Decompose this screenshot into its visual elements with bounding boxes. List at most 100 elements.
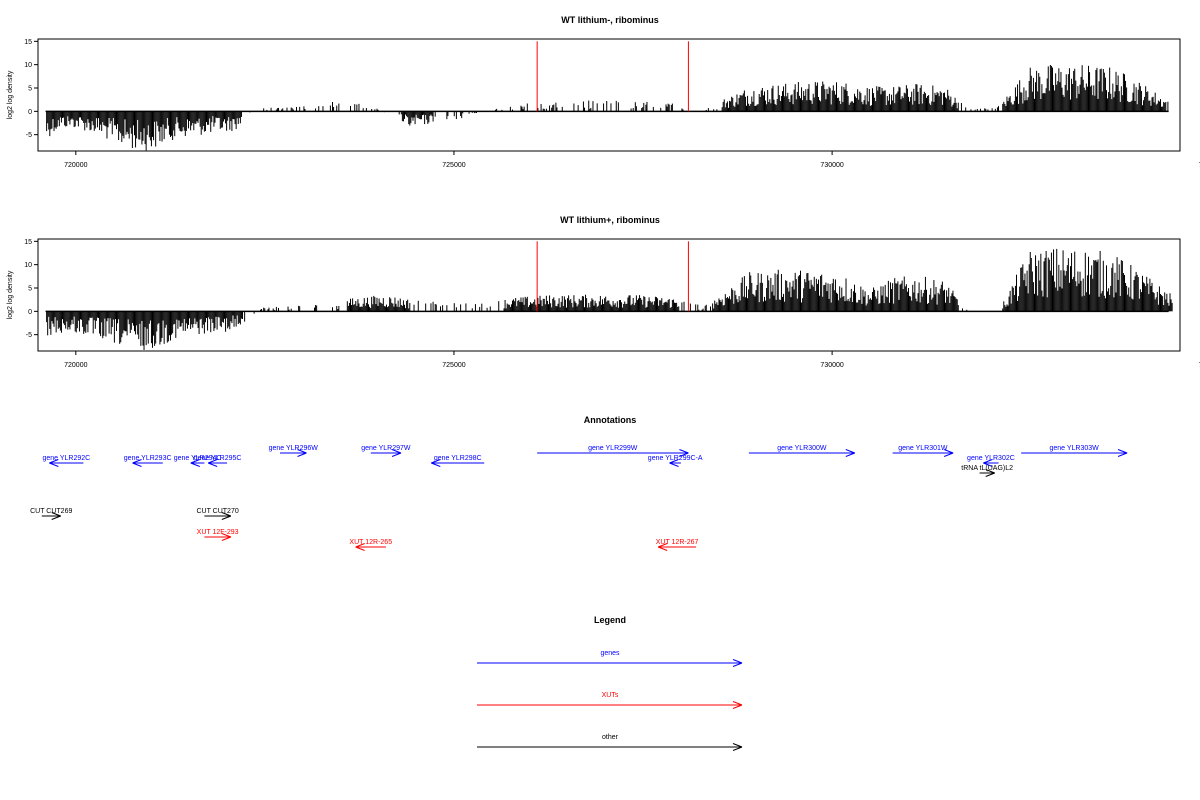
arrow-head bbox=[732, 701, 743, 706]
arrow-head bbox=[297, 452, 307, 457]
arrow-head bbox=[985, 469, 995, 474]
legend-item-label: other bbox=[602, 734, 619, 741]
y-tick-label: 10 bbox=[24, 62, 32, 69]
legend-other-arrow bbox=[477, 743, 743, 751]
arrow-head bbox=[983, 462, 993, 467]
arrow-head bbox=[132, 459, 142, 464]
arrow-head bbox=[391, 452, 402, 457]
gene-arrow bbox=[370, 449, 402, 457]
y-axis-label: log2 log density bbox=[7, 270, 14, 319]
arrow-head bbox=[190, 459, 200, 464]
x-tick-label: 725000 bbox=[442, 362, 465, 369]
y-tick-label: 10 bbox=[24, 262, 32, 269]
gene-arrow bbox=[132, 459, 163, 467]
y-tick-label: 0 bbox=[28, 109, 32, 116]
arrow-head bbox=[732, 746, 743, 751]
x-tick-label: 730000 bbox=[820, 362, 843, 369]
plot-frame bbox=[37, 238, 1181, 352]
xut-arrow bbox=[355, 543, 386, 551]
x-tick-label: 720000 bbox=[64, 362, 87, 369]
legend-item-label: XUTs bbox=[602, 692, 619, 699]
x-tick-label: 730000 bbox=[820, 162, 843, 169]
gene-label: gene YLR300W bbox=[777, 445, 827, 452]
legend-title: Legend bbox=[594, 615, 626, 625]
gene-label: gene YLR293C bbox=[124, 455, 172, 462]
gene-arrow bbox=[49, 459, 84, 467]
legend-genes-arrow bbox=[477, 659, 743, 667]
legend-item-label: genes bbox=[600, 650, 620, 657]
gene-label: gene YLR298C bbox=[434, 455, 482, 462]
gene-label: gene YLR295C bbox=[194, 455, 242, 462]
x-tick-label: 735000 bbox=[1199, 162, 1200, 169]
x-tick-label: 725000 bbox=[442, 162, 465, 169]
arrow-head bbox=[221, 533, 232, 538]
arrow-head bbox=[207, 462, 218, 467]
gene-arrow bbox=[669, 459, 681, 467]
arrow-head bbox=[49, 462, 59, 467]
arrow-head bbox=[355, 546, 365, 551]
arrow-head bbox=[221, 536, 232, 541]
arrow-head bbox=[1117, 449, 1128, 454]
gene-label: gene YLR294C bbox=[174, 455, 222, 462]
gene-arrow bbox=[537, 449, 689, 457]
arrow-head bbox=[51, 512, 61, 517]
arrow-head bbox=[943, 452, 954, 457]
arrow-head bbox=[732, 743, 743, 748]
y-tick-label: 0 bbox=[28, 309, 32, 316]
arrow-head bbox=[732, 662, 743, 667]
panel-title: WT lithium+, ribominus bbox=[560, 215, 660, 225]
gene-label: gene YLR299C-A bbox=[648, 455, 703, 462]
gene-label: gene YLR301W bbox=[898, 445, 948, 452]
arrow-head bbox=[943, 449, 954, 454]
y-tick-label: 15 bbox=[24, 39, 32, 46]
coverage-panel-lithium-minus: WT lithium-, ribominus log2 log density … bbox=[7, 15, 1200, 169]
arrow-head bbox=[732, 704, 743, 709]
arrow-head bbox=[669, 459, 679, 464]
gene-label: gene YLR292C bbox=[42, 455, 90, 462]
other-feature-label: tRNA tL(UAG)L2 bbox=[961, 465, 1013, 472]
arrow-head bbox=[985, 472, 995, 477]
panel-title: WT lithium-, ribominus bbox=[561, 15, 659, 25]
gene-arrow bbox=[431, 459, 485, 467]
x-tick-label: 720000 bbox=[64, 162, 87, 169]
gene-label: gene YLR296W bbox=[269, 445, 319, 452]
annotations-title: Annotations bbox=[584, 415, 637, 425]
arrow-head bbox=[132, 462, 142, 467]
y-tick-label: -5 bbox=[26, 132, 32, 139]
xut-arrow bbox=[657, 543, 696, 551]
arrow-head bbox=[431, 462, 441, 467]
arrow-head bbox=[431, 459, 441, 464]
y-tick-label: 5 bbox=[28, 286, 32, 293]
arrow-head bbox=[679, 452, 689, 457]
arrow-head bbox=[669, 462, 679, 467]
arrow-head bbox=[221, 515, 232, 520]
y-tick-label: -5 bbox=[26, 332, 32, 339]
arrow-head bbox=[221, 512, 232, 517]
xut-label: XUT 12R-267 bbox=[656, 539, 699, 546]
gene-label: gene YLR303W bbox=[1049, 445, 1099, 452]
gene-arrow bbox=[207, 459, 228, 467]
arrow-head bbox=[207, 459, 218, 464]
coverage-panel-lithium-plus: WT lithium+, ribominus log2 log density … bbox=[7, 215, 1200, 369]
gene-arrow bbox=[892, 449, 954, 457]
other-feature-arrow bbox=[204, 512, 232, 520]
y-tick-label: 15 bbox=[24, 239, 32, 246]
legend: Legend genes XUTs other bbox=[477, 615, 743, 751]
gene-arrow bbox=[748, 449, 855, 457]
arrow-head bbox=[297, 449, 307, 454]
plot-frame bbox=[37, 38, 1181, 152]
arrow-head bbox=[190, 462, 200, 467]
gene-arrow bbox=[1021, 449, 1128, 457]
other-feature-label: CUT CUT269 bbox=[30, 508, 72, 515]
xut-label: XUT 12R-265 bbox=[349, 539, 392, 546]
gene-label: gene YLR302C bbox=[967, 455, 1015, 462]
x-tick-label: 735000 bbox=[1199, 362, 1200, 369]
y-tick-label: 5 bbox=[28, 86, 32, 93]
xut-arrow bbox=[204, 533, 232, 541]
arrow-head bbox=[355, 543, 365, 548]
other-feature-arrow bbox=[979, 469, 995, 477]
gene-arrow bbox=[190, 459, 205, 467]
arrow-head bbox=[983, 459, 993, 464]
gene-label: gene YLR299W bbox=[588, 445, 638, 452]
